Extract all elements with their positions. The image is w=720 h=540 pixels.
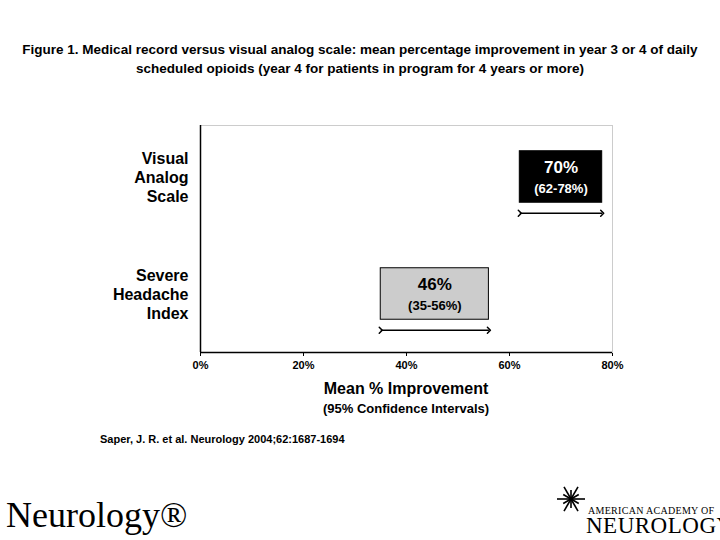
svg-text:40%: 40%: [395, 359, 417, 371]
html-text:Neurology®: Neurology®: [6, 495, 188, 535]
html-text:Saper, J. R. et al. Neurology: Saper, J. R. et al. Neurology 2004;62:16…: [100, 433, 345, 445]
svg-text:(35-56%): (35-56%): [408, 298, 461, 313]
svg-text:(62-78%): (62-78%): [534, 181, 587, 196]
svg-text:SevereHeadacheIndex: SevereHeadacheIndex: [113, 267, 189, 322]
html-text:Mean % Improvement: Mean % Improvement: [323, 380, 489, 397]
html-text:Figure 1. Medical record versu: Figure 1. Medical record versus visual a…: [22, 42, 698, 76]
svg-text:20%: 20%: [292, 359, 314, 371]
svg-text:46%: 46%: [418, 275, 452, 294]
svg-text:60%: 60%: [498, 359, 520, 371]
svg-text:0%: 0%: [193, 359, 209, 371]
svg-text:80%: 80%: [601, 359, 623, 371]
html-text:(95% Confidence Intervals): (95% Confidence Intervals): [322, 401, 490, 416]
svg-text:70%: 70%: [544, 158, 578, 177]
html-text:AMERICAN ACADEMY OF: AMERICAN ACADEMY OF: [588, 505, 715, 516]
svg-text:VisualAnalogScale: VisualAnalogScale: [134, 150, 188, 205]
